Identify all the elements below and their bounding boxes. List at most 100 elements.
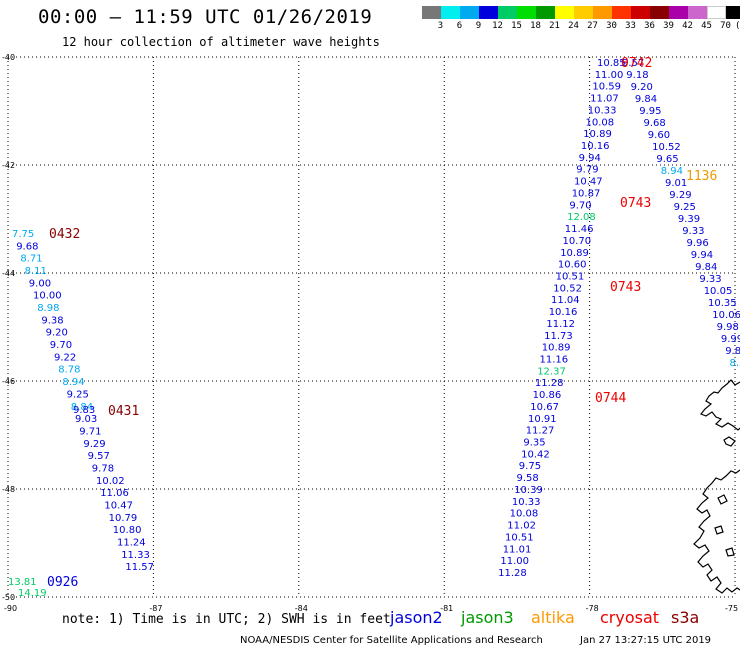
wave-height-label: 8.11 bbox=[25, 266, 47, 277]
color-scale-swatch bbox=[441, 6, 460, 19]
wave-height-label: 10.80 bbox=[113, 525, 142, 536]
satellite-legend-cryosat: cryosat bbox=[600, 608, 660, 627]
wave-height-label: 11.01 bbox=[503, 544, 532, 555]
latitude-label: -42 bbox=[2, 161, 15, 170]
pass-id-label: 0743 bbox=[610, 280, 641, 295]
wave-height-label: 11.07 bbox=[590, 94, 619, 105]
color-scale-swatch bbox=[688, 6, 707, 19]
wave-height-label: 9.57 bbox=[88, 451, 110, 462]
wave-height-label: 10.59 bbox=[592, 82, 621, 93]
color-scale-swatch bbox=[574, 6, 593, 19]
color-scale-label: 30 bbox=[606, 21, 617, 31]
wave-height-label: 9.84 bbox=[635, 94, 657, 105]
units-note: note: 1) Time is in UTC; 2) SWH is in fe… bbox=[62, 612, 391, 627]
wave-height-label: 11.28 bbox=[498, 568, 527, 579]
wave-height-label: 9.33 bbox=[699, 274, 721, 285]
color-scale-swatch bbox=[650, 6, 669, 19]
color-scale-swatch bbox=[479, 6, 498, 19]
wave-height-label: 9.57 bbox=[622, 58, 644, 69]
wave-height-label: 9.20 bbox=[631, 82, 653, 93]
wave-height-label: 9.96 bbox=[687, 238, 709, 249]
color-scale-swatch bbox=[422, 6, 441, 19]
wave-height-label: 10.06 bbox=[712, 310, 740, 321]
wave-height-label: 9.29 bbox=[83, 439, 105, 450]
wave-height-label: 10.86 bbox=[533, 390, 562, 401]
wave-height-label: 10.00 bbox=[33, 291, 62, 302]
color-scale-swatch bbox=[517, 6, 536, 19]
wave-height-label: 9.35 bbox=[523, 438, 545, 449]
wave-height-label: 11.06 bbox=[100, 488, 129, 499]
color-scale-label: 6 bbox=[456, 21, 463, 31]
wave-height-label: 11.02 bbox=[507, 521, 536, 532]
wave-height-label: 10.89 bbox=[560, 248, 589, 259]
wave-height-label: 9.71 bbox=[79, 426, 101, 437]
color-scale-swatch bbox=[707, 6, 726, 19]
wave-height-label: 9.68 bbox=[644, 118, 666, 129]
wave-height-label: 10.79 bbox=[109, 513, 138, 524]
color-scale-label: 18 bbox=[530, 21, 541, 31]
wave-height-label: 10.60 bbox=[558, 260, 587, 271]
wave-height-label: 9.98 bbox=[717, 322, 739, 333]
wave-height-label: 9.83 bbox=[73, 405, 95, 416]
color-scale-label: 39 bbox=[663, 21, 674, 31]
map-grid: -90 -87 -84 -81 -78 -75 -40 -42 -44 -46 -48 -50 bbox=[2, 53, 738, 613]
wave-height-label: 9.25 bbox=[67, 389, 89, 400]
color-scale-label: 12 bbox=[492, 21, 503, 31]
page-title: 00:00 – 11:59 UTC 01/26/2019 bbox=[38, 6, 373, 28]
coastline-outline bbox=[693, 379, 740, 594]
wave-height-label: 9.94 bbox=[691, 250, 713, 261]
wave-height-label: 11.00 bbox=[595, 70, 624, 81]
wave-height-label: 10.67 bbox=[530, 402, 559, 413]
color-scale-swatch bbox=[498, 6, 517, 19]
wave-height-label: 10.16 bbox=[581, 141, 610, 152]
wave-height-label: 9.95 bbox=[639, 106, 661, 117]
wave-height-label: 10.42 bbox=[521, 449, 550, 460]
color-scale-swatch bbox=[555, 6, 574, 19]
wave-height-label: 9.79 bbox=[576, 165, 598, 176]
wave-height-label: 11.16 bbox=[540, 355, 569, 366]
wave-height-label: 10.87 bbox=[572, 188, 601, 199]
wave-height-label: 9.22 bbox=[54, 352, 76, 363]
wave-height-label: 9.68 bbox=[16, 241, 38, 252]
satellite-legend-altika: altika bbox=[531, 608, 575, 627]
color-scale-unit: (ft) bbox=[735, 21, 740, 31]
pass-id-label: 0744 bbox=[595, 391, 626, 406]
color-scale-label: 45 bbox=[701, 21, 712, 31]
wave-height-label: 12.37 bbox=[537, 366, 566, 377]
wave-height-label: 10.51 bbox=[556, 271, 585, 282]
pass-id-label: 0431 bbox=[108, 404, 139, 419]
wave-height-label: 10.33 bbox=[512, 497, 541, 508]
color-scale-swatch bbox=[726, 6, 740, 19]
wave-height-label: 9.70 bbox=[50, 340, 72, 351]
wave-height-label: 10.08 bbox=[586, 117, 615, 128]
longitude-label: -78 bbox=[586, 604, 599, 613]
wave-height-label: 9.03 bbox=[75, 414, 97, 425]
color-scale-label: 9 bbox=[475, 21, 482, 31]
pass-id-label: 0743 bbox=[620, 196, 651, 211]
wave-height-label: 11.24 bbox=[117, 538, 146, 549]
wave-height-label: 11.12 bbox=[546, 319, 575, 330]
latitude-label: -50 bbox=[2, 593, 15, 602]
page-subtitle: 12 hour collection of altimeter wave hei… bbox=[62, 35, 380, 49]
color-scale-swatch bbox=[536, 6, 555, 19]
wave-height-label: 9.75 bbox=[519, 461, 541, 472]
color-scale-swatch bbox=[612, 6, 631, 19]
longitude-label: -75 bbox=[725, 604, 738, 613]
wave-height-label: 9.84 bbox=[695, 262, 717, 273]
wave-height-label: 9.65 bbox=[656, 154, 678, 165]
wave-height-label: 11.00 bbox=[500, 556, 529, 567]
wave-height-label: 8.78 bbox=[58, 365, 80, 376]
wave-height-label: 9.78 bbox=[92, 463, 114, 474]
wave-height-label: 11.57 bbox=[125, 562, 154, 573]
wave-height-label: 9.60 bbox=[648, 130, 670, 141]
color-scale-label: 3 bbox=[437, 21, 444, 31]
color-scale-swatch bbox=[631, 6, 650, 19]
wave-height-label: 10.02 bbox=[96, 476, 125, 487]
wave-height-label: 11.04 bbox=[551, 295, 580, 306]
longitude-label: -87 bbox=[149, 604, 162, 613]
wave-height-label: 10.89 bbox=[583, 129, 612, 140]
wave-height-label: 11.28 bbox=[535, 378, 564, 389]
wave-height-label: 10.47 bbox=[574, 177, 603, 188]
color-scale-label: 70 bbox=[720, 21, 731, 31]
